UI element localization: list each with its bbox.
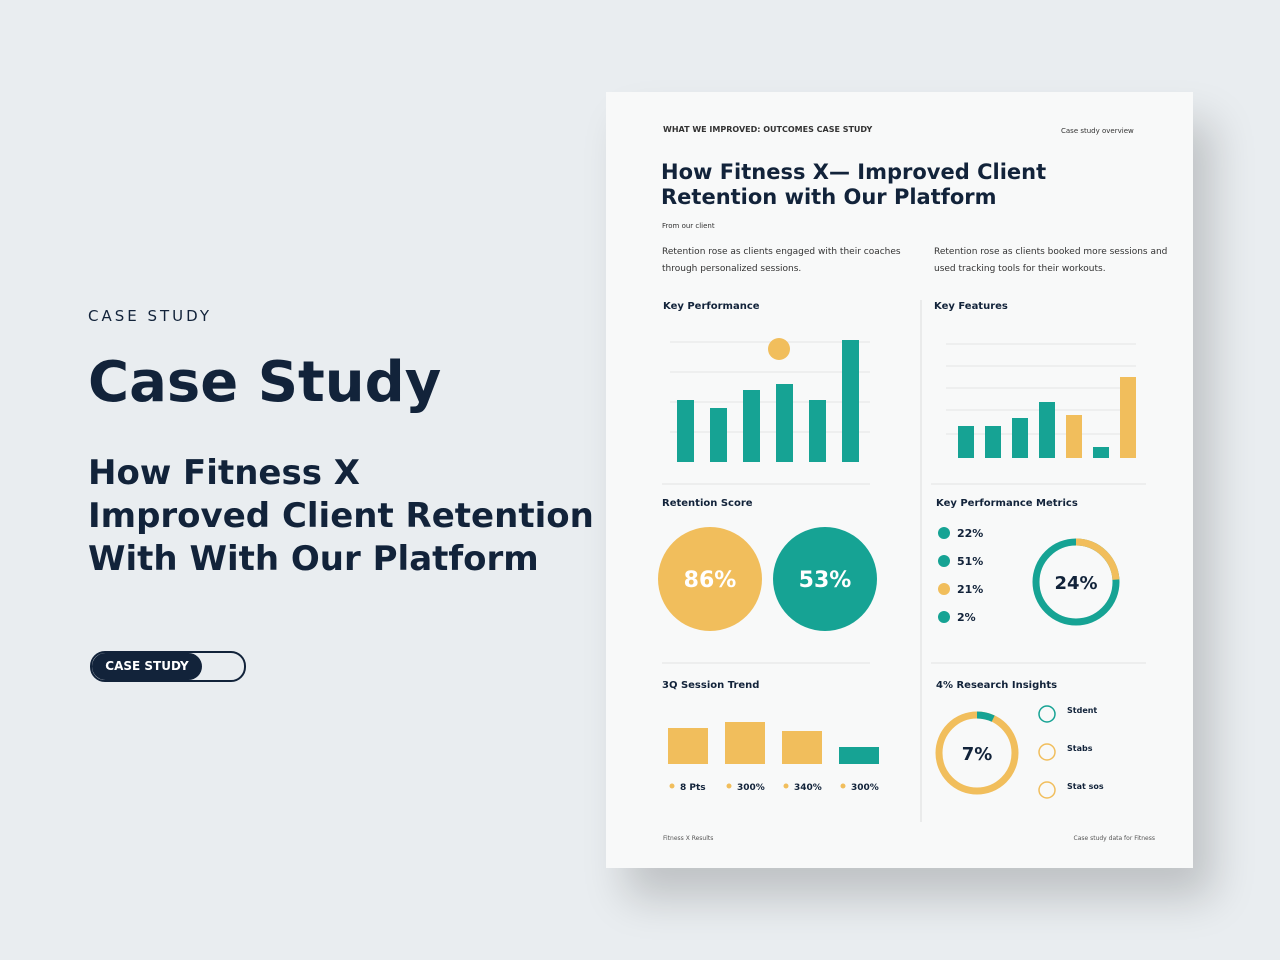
- bar: [1039, 402, 1055, 458]
- bullet: [783, 783, 789, 789]
- session-label: 8 Pts: [680, 783, 706, 793]
- footer: Fitness X Results: [663, 835, 713, 842]
- bullet: [938, 611, 950, 623]
- icon: [1038, 743, 1056, 761]
- bullet: [938, 527, 950, 539]
- bar: [958, 426, 974, 458]
- bar: [677, 400, 694, 462]
- insight: Stat sos: [1067, 782, 1104, 791]
- title: Case Study: [88, 350, 442, 415]
- insight: Stabs: [1067, 744, 1093, 753]
- ring-arc: [935, 711, 1019, 795]
- bar: [782, 731, 822, 764]
- bullet: [726, 783, 732, 789]
- metric: 2%: [957, 611, 976, 624]
- bar: [1120, 377, 1136, 458]
- subtitle-line: With With Our Platform: [88, 539, 539, 579]
- intro: Retention rose as clients engaged with t…: [662, 244, 901, 278]
- metric: 22%: [957, 527, 983, 540]
- session-label: 300%: [737, 783, 765, 793]
- section-title: 3Q Session Trend: [662, 680, 759, 691]
- result-label: 53%: [799, 568, 852, 593]
- bar: [776, 384, 793, 462]
- session-label: 340%: [794, 783, 822, 793]
- bar: [839, 747, 879, 764]
- section-title: Key Performance Metrics: [936, 498, 1078, 509]
- doc-title-line: How Fitness X— Improved Client: [661, 160, 1047, 184]
- charts: Key Performance Key Features Retention Sco…: [658, 300, 1156, 842]
- intro-line: through personalized sessions.: [662, 264, 802, 274]
- bar: [710, 408, 727, 462]
- metric: 21%: [957, 583, 983, 596]
- subtitle-line: How Fitness X: [88, 453, 360, 493]
- bar: [985, 426, 1001, 458]
- bar: [809, 400, 826, 462]
- metric: 51%: [957, 555, 983, 568]
- byline: From our client: [662, 222, 715, 230]
- section-title: Retention Score: [662, 498, 753, 509]
- session-label: 300%: [851, 783, 879, 793]
- bar: [1066, 415, 1082, 458]
- bar: [1093, 447, 1109, 458]
- ring-label: 24%: [1054, 573, 1097, 594]
- bullet: [938, 555, 950, 567]
- bar: [743, 390, 760, 462]
- doc-header-right: Case study overview: [1061, 127, 1134, 135]
- doc-title-line: Retention with Our Platform: [661, 185, 997, 209]
- toggle[interactable]: CASE STUDY: [90, 651, 246, 682]
- insight: Stdent: [1067, 706, 1097, 715]
- bullet: [840, 783, 846, 789]
- eyebrow: CASE STUDY: [88, 307, 213, 325]
- intro-line: Retention rose as clients engaged with t…: [662, 247, 901, 257]
- highlight-dot: [768, 338, 790, 360]
- section-title: Key Performance: [663, 301, 760, 312]
- intro: Retention rose as clients booked more se…: [934, 244, 1167, 278]
- section-title: Key Features: [934, 301, 1008, 312]
- doc-header: WHAT WE IMPROVED: OUTCOMES CASE STUDY: [663, 125, 873, 134]
- result-label: 86%: [684, 568, 737, 593]
- document: WHAT WE IMPROVED: OUTCOMES CASE STUDY Ca…: [606, 92, 1193, 868]
- subtitle: How Fitness X Improved Client Retention …: [88, 452, 594, 581]
- intro-line: Retention rose as clients booked more se…: [934, 247, 1168, 257]
- bar: [842, 340, 859, 462]
- ring-label: 7%: [962, 744, 993, 765]
- icon: [1038, 781, 1056, 799]
- bullet: [669, 783, 675, 789]
- bullet: [938, 583, 950, 595]
- doc-title: How Fitness X— Improved Client Retention …: [661, 160, 1046, 210]
- icon: [1038, 705, 1056, 723]
- section-title: 4% Research Insights: [936, 680, 1057, 691]
- result-circle: [773, 527, 877, 631]
- bar: [1012, 418, 1028, 458]
- bar: [668, 728, 708, 764]
- bar: [725, 722, 765, 764]
- footer: Case study data for Fitness: [1074, 835, 1156, 842]
- subtitle-line: Improved Client Retention: [88, 496, 594, 536]
- button[interactable]: CASE STUDY: [92, 653, 202, 680]
- ring-arc: [1032, 538, 1120, 626]
- intro-line: used tracking tools for their workouts.: [934, 264, 1106, 274]
- result-circle: [658, 527, 762, 631]
